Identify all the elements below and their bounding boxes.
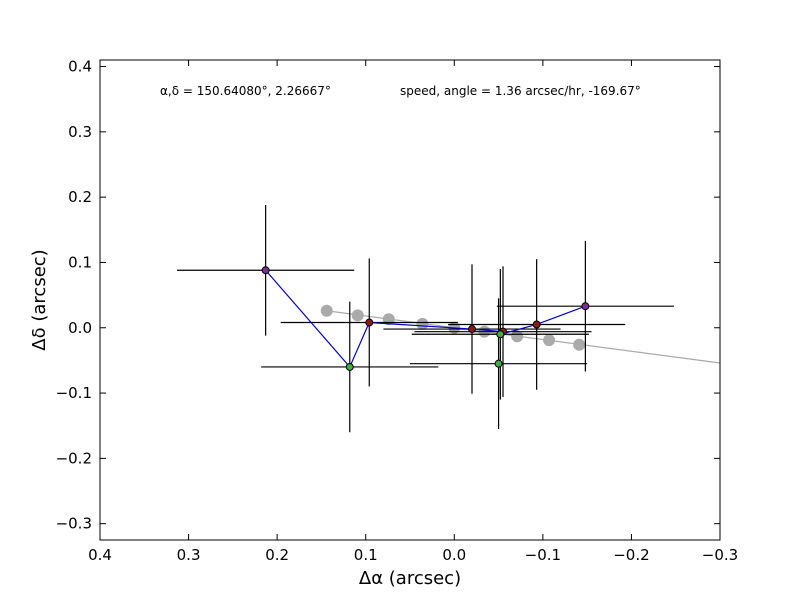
model-point [416,317,429,330]
model-point [511,330,524,343]
x-tick-label: −0.1 [525,546,561,564]
observation-point [468,325,476,334]
y-tick-label: 0.3 [68,123,92,141]
y-tick-label: 0.0 [68,319,92,337]
x-tick-label: −0.2 [613,546,649,564]
annotation-motion: speed, angle = 1.36 arcsec/hr, -169.67° [400,84,641,98]
observation-point [261,266,270,275]
x-tick-label: −0.3 [702,546,738,564]
y-tick-label: 0.4 [68,58,92,76]
plot-area [100,60,720,540]
annotation-position: α,δ = 150.64080°, 2.26667° [160,84,331,98]
plot-frame [99,59,721,541]
observation-point [345,362,354,371]
x-tick-label: 0.4 [88,546,112,564]
observations-layer [261,266,590,371]
model-point [573,338,586,351]
y-tick-label: −0.1 [56,384,92,402]
y-tick-label: 0.1 [68,253,92,271]
x-tick-label: 0.3 [177,546,201,564]
observation-point [496,330,505,339]
y-axis-label: Δδ (arcsec) [29,249,50,350]
model-point [320,304,333,317]
x-tick-label: 0.2 [265,546,289,564]
x-axis-label: Δα (arcsec) [359,568,461,589]
observation-point [532,320,541,329]
model-point [543,334,556,347]
observation-point [494,359,503,368]
trajectory-line [265,269,586,369]
trajectory-layer [265,269,586,369]
model-point [351,309,364,322]
y-tick-label: −0.2 [56,449,92,467]
x-tick-label: 0.0 [442,546,466,564]
y-tick-label: −0.3 [56,515,92,533]
y-tick-label: 0.2 [68,188,92,206]
ticks-layer: 0.4 0.3 0.2 0.1 0.0 −0.1 −0.2 −0.3 0.4 0.3 0.2 0.1 0… [56,58,739,564]
x-tick-label: 0.1 [354,546,378,564]
observation-point [581,302,590,311]
observation-point [365,318,374,327]
